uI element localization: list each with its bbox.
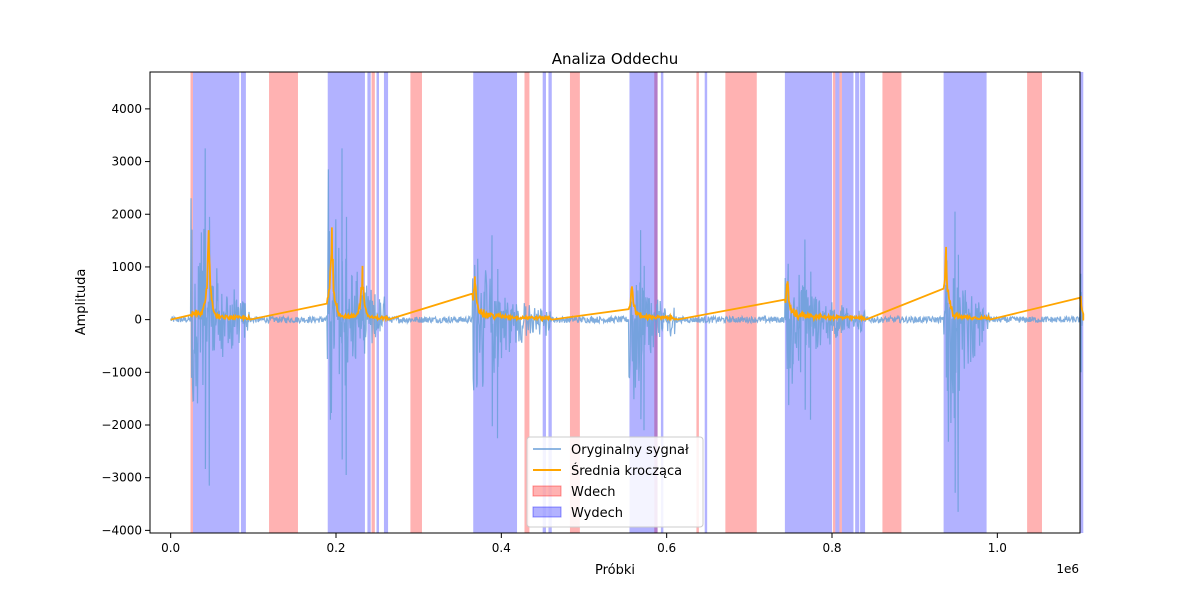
breath-spans <box>190 72 1084 533</box>
x-tick-label: 0.6 <box>657 541 676 555</box>
y-tick-label: 4000 <box>111 102 142 116</box>
wydech-span <box>376 72 379 533</box>
y-tick-label: 1000 <box>111 260 142 274</box>
wydech-span <box>835 72 840 533</box>
y-tick-label: 3000 <box>111 155 142 169</box>
wydech-span <box>860 72 866 533</box>
wdech-span <box>882 72 902 533</box>
moving-average-series <box>170 227 1085 323</box>
y-tick-label: −4000 <box>101 523 142 537</box>
wydech-span <box>855 72 860 533</box>
wdech-span <box>1027 72 1042 533</box>
wdech-span <box>839 72 842 533</box>
legend: Oryginalny sygnał Średnia krocząca Wdech Wy… <box>526 436 704 528</box>
wydech-span <box>383 72 389 533</box>
y-tick-label: −2000 <box>101 418 142 432</box>
chart-title: Analiza Oddechu <box>552 50 678 68</box>
wdech-span <box>269 72 298 533</box>
legend-box <box>526 436 704 528</box>
wdech-span <box>410 72 422 533</box>
wdech-span <box>832 72 836 533</box>
x-axis-label: Próbki <box>595 563 635 578</box>
moving-average-line <box>170 227 1085 323</box>
wdech-span <box>725 72 757 533</box>
wdech-span <box>371 72 375 533</box>
x-axis-ticks: 0.0 0.2 0.4 0.6 0.8 1.0 <box>161 533 1007 555</box>
x-tick-label: 1.0 <box>988 541 1007 555</box>
wydech-span <box>548 72 552 533</box>
wydech-span <box>660 72 664 533</box>
legend-patch-swatch <box>532 485 562 497</box>
y-axis-ticks: −4000 −3000 −2000 −1000 0 1000 2000 3000 4000 <box>101 102 150 537</box>
legend-label: Wydech <box>571 506 623 521</box>
wdech-span <box>696 72 699 533</box>
legend-label: Wdech <box>571 485 616 500</box>
wydech-span <box>704 72 708 533</box>
y-tick-label: −1000 <box>101 365 142 379</box>
y-axis-label: Amplituda <box>74 269 89 336</box>
legend-label: Średnia krocząca <box>571 463 682 479</box>
y-tick-label: −3000 <box>101 471 142 485</box>
x-offset-label: 1e6 <box>1056 562 1079 576</box>
legend-label: Oryginalny sygnał <box>571 443 689 458</box>
legend-patch-swatch <box>532 506 562 518</box>
wdech-span <box>569 72 580 533</box>
wdech-span <box>654 72 658 533</box>
wydech-span <box>841 72 854 533</box>
wydech-span <box>542 72 546 533</box>
x-tick-label: 0.0 <box>161 541 180 555</box>
original-signal-series <box>170 148 1084 512</box>
x-tick-label: 0.4 <box>492 541 511 555</box>
x-tick-label: 0.2 <box>326 541 345 555</box>
x-tick-label: 0.8 <box>822 541 841 555</box>
y-tick-label: 0 <box>134 313 142 327</box>
wdech-span <box>524 72 530 533</box>
original-signal-line <box>170 148 1084 512</box>
y-tick-label: 2000 <box>111 207 142 221</box>
plot-area-frame <box>149 71 1081 534</box>
